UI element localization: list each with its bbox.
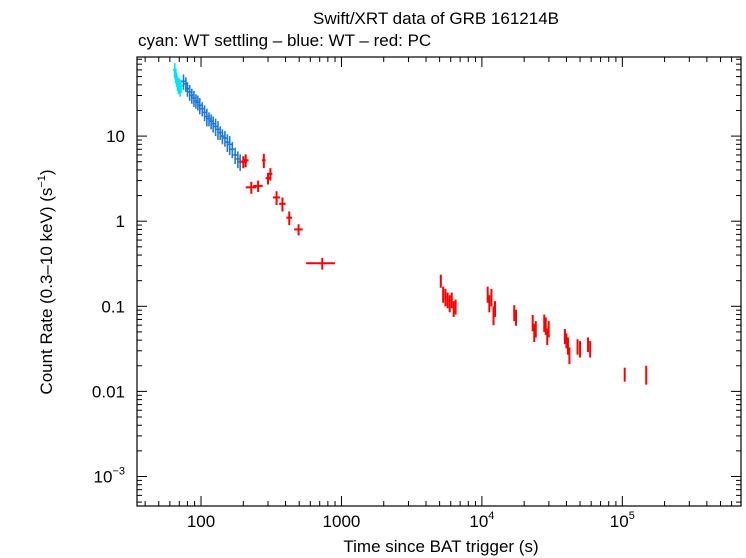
x-tick-label: 100 [187, 512, 215, 531]
data-point [213, 118, 218, 137]
data-point [494, 301, 497, 317]
data-point [235, 151, 240, 169]
y-axis-label-end: ) [37, 169, 56, 175]
y-tick-label: 0.01 [92, 382, 125, 401]
data-point [546, 328, 549, 346]
plot-frame [136, 56, 742, 507]
data-point [294, 224, 303, 236]
y-tick-label: 1 [116, 212, 125, 231]
series-wt [181, 74, 243, 171]
data-point [181, 74, 186, 90]
data-point [279, 197, 286, 212]
data-point [268, 168, 273, 181]
data-point [442, 286, 445, 303]
data-point [215, 121, 220, 140]
data-point [218, 126, 223, 140]
data-point [272, 191, 280, 205]
data-point [222, 130, 227, 147]
data-point [544, 317, 547, 335]
data-point [488, 295, 491, 313]
data-point [227, 136, 232, 155]
data-point [454, 299, 457, 315]
data-point [185, 82, 190, 97]
data-point [253, 180, 263, 193]
data-point [211, 116, 216, 133]
data-point [444, 288, 447, 307]
data-point [533, 323, 536, 343]
data-point [490, 288, 493, 307]
data-point [204, 108, 209, 127]
data-point [197, 98, 202, 115]
data-point [492, 306, 495, 326]
data-point [450, 292, 453, 309]
x-tick-label: 104 [469, 510, 494, 531]
data-point [202, 105, 207, 122]
y-axis-label-sup: −1 [36, 175, 48, 188]
y-tick-label: 0.1 [101, 297, 125, 316]
data-point [242, 154, 249, 168]
data-point [543, 314, 546, 332]
series-pc [239, 153, 648, 385]
data-point [513, 305, 516, 322]
y-tick-label: 10 [106, 127, 125, 146]
data-point [534, 321, 537, 338]
data-point [486, 286, 489, 303]
data-point [245, 181, 257, 194]
data-point [306, 257, 336, 270]
chart-title: Swift/XRT data of GRB 161214B [313, 9, 559, 28]
y-tick-label: 10−3 [94, 465, 125, 486]
y-axis-label-main: Count Rate (0.3–10 keV) (s [37, 188, 56, 395]
data-point [233, 147, 238, 164]
y-axis-label: Count Rate (0.3–10 keV) (s−1) [36, 169, 56, 394]
data-points [172, 63, 648, 385]
data-point [531, 315, 534, 332]
y-tick-labels: 10 1 0.1 0.01 10−3 [92, 127, 125, 486]
x-tick-labels: 100 1000 104 105 [187, 510, 635, 531]
data-point [230, 142, 235, 159]
x-tick-label: 1000 [323, 512, 361, 531]
series-wt_settling [172, 63, 183, 97]
data-point [446, 292, 449, 309]
data-point [187, 84, 192, 101]
x-axis-label: Time since BAT trigger (s) [343, 537, 538, 556]
data-point [448, 295, 451, 313]
data-point [220, 129, 225, 145]
data-point [439, 274, 442, 288]
x-tick-label: 105 [610, 510, 635, 531]
data-point [200, 102, 205, 117]
data-point [178, 79, 183, 94]
data-point [515, 309, 518, 326]
axis-ticks [137, 57, 742, 506]
data-point [452, 301, 455, 317]
data-point [262, 153, 266, 169]
chart-subtitle: cyan: WT settling – blue: WT – red: PC [138, 31, 431, 50]
data-point [225, 134, 230, 153]
data-point [286, 211, 293, 226]
